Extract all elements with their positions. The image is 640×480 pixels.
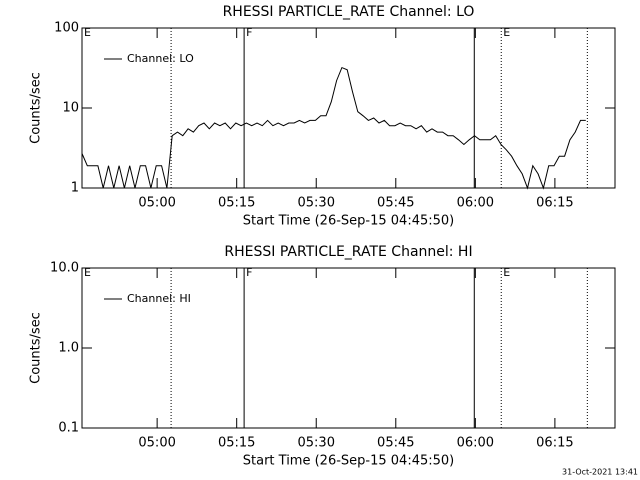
event-flag: E [84, 26, 91, 39]
x-tick-label: 06:15 [536, 436, 573, 451]
y-tick-label: 1 [71, 181, 79, 196]
x-axis-label: Start Time (26-Sep-15 04:45:50) [243, 214, 454, 229]
footer: 31-Oct-2021 13:41 [562, 468, 638, 477]
event-flag: F [246, 266, 252, 279]
x-tick-label: 05:45 [377, 436, 414, 451]
y-tick-label: 10.0 [50, 261, 79, 276]
chart-title: RHESSI PARTICLE_RATE Channel: LO [223, 4, 475, 20]
legend-label: Channel: HI [127, 292, 191, 305]
y-axis-label: Counts/sec [29, 72, 44, 144]
event-flag: E [503, 26, 510, 39]
y-tick-label: 100 [54, 21, 79, 36]
x-tick-label: 06:00 [457, 196, 494, 211]
x-tick-label: 05:15 [218, 196, 255, 211]
x-tick-label: 05:45 [377, 196, 414, 211]
y-axis-label: Counts/sec [29, 312, 44, 384]
data-line [81, 66, 586, 190]
chart-title: RHESSI PARTICLE_RATE Channel: HI [224, 244, 472, 260]
x-tick-label: 05:00 [138, 196, 175, 211]
x-tick-label: 05:30 [298, 196, 335, 211]
y-tick-label: 1.0 [58, 341, 79, 356]
x-tick-label: 05:15 [218, 436, 255, 451]
legend-label: Channel: LO [127, 52, 194, 65]
x-tick-label: 06:00 [457, 436, 494, 451]
x-tick-label: 05:30 [298, 436, 335, 451]
x-tick-label: 06:15 [536, 196, 573, 211]
event-flag: E [503, 266, 510, 279]
x-tick-label: 05:00 [138, 436, 175, 451]
y-tick-label: 0.1 [58, 421, 79, 436]
y-tick-label: 10 [62, 101, 79, 116]
event-flag: F [246, 26, 252, 39]
x-axis-label: Start Time (26-Sep-15 04:45:50) [243, 454, 454, 469]
event-flag: E [84, 266, 91, 279]
